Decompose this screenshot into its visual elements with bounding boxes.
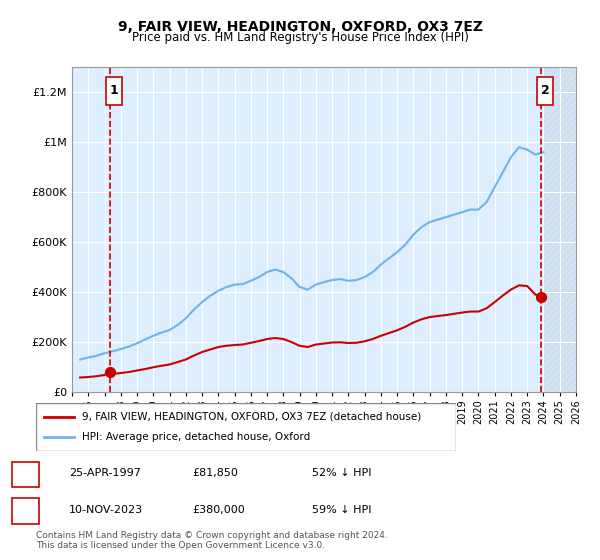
Text: Price paid vs. HM Land Registry's House Price Index (HPI): Price paid vs. HM Land Registry's House …: [131, 31, 469, 44]
Text: 25-APR-1997: 25-APR-1997: [69, 468, 141, 478]
Text: 9, FAIR VIEW, HEADINGTON, OXFORD, OX3 7EZ: 9, FAIR VIEW, HEADINGTON, OXFORD, OX3 7E…: [118, 20, 482, 34]
Text: 2: 2: [541, 85, 550, 97]
Text: 9, FAIR VIEW, HEADINGTON, OXFORD, OX3 7EZ (detached house): 9, FAIR VIEW, HEADINGTON, OXFORD, OX3 7E…: [82, 412, 421, 422]
Text: 1: 1: [22, 468, 29, 478]
Bar: [544, 67, 576, 392]
Bar: [544, 67, 576, 392]
Text: 52% ↓ HPI: 52% ↓ HPI: [312, 468, 371, 478]
Text: Contains HM Land Registry data © Crown copyright and database right 2024.
This d: Contains HM Land Registry data © Crown c…: [36, 530, 388, 550]
Text: HPI: Average price, detached house, Oxford: HPI: Average price, detached house, Oxfo…: [82, 432, 310, 442]
FancyBboxPatch shape: [106, 77, 122, 105]
FancyBboxPatch shape: [36, 403, 456, 451]
Text: 1: 1: [109, 85, 118, 97]
Text: 2: 2: [22, 505, 29, 515]
Text: 10-NOV-2023: 10-NOV-2023: [69, 505, 143, 515]
Point: [105, 367, 115, 376]
Text: 59% ↓ HPI: 59% ↓ HPI: [312, 505, 371, 515]
Point: [536, 292, 546, 301]
Text: £380,000: £380,000: [192, 505, 245, 515]
Text: £81,850: £81,850: [192, 468, 238, 478]
FancyBboxPatch shape: [537, 77, 553, 105]
